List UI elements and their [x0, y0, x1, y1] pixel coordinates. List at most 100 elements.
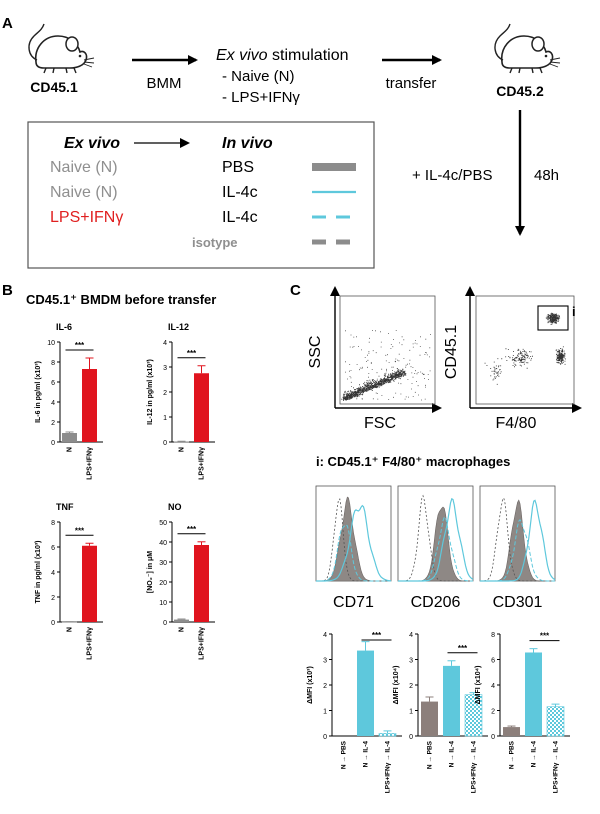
legend-exvivo-2: LPS+IFNγ [50, 209, 123, 226]
b-ytick-label-1-1: 1 [163, 415, 167, 422]
legend-col1-header: Ex vivo [64, 135, 120, 152]
stimulation-title-italic: Ex vivo [216, 47, 268, 64]
c-cat-0-1: N → IL-4 [363, 741, 370, 768]
b-cat-2-0: N [67, 627, 74, 632]
flow-plot-ssc-fsc: SSC FSC [307, 286, 442, 432]
legend-exvivo-0: Naive (N) [50, 159, 118, 176]
flow1-frame [339, 295, 436, 405]
b-ytick-label-1-3: 3 [163, 365, 167, 372]
c-ylabel-0: ΔMFI (x10³) [307, 666, 314, 704]
c-ylabel-1: ΔMFI (x10⁴) [393, 666, 400, 705]
b-chart-0: 0 2 4 6 8 10 IL-6 in pg/ml (x10³) N LPS+IFNγ *** [35, 340, 103, 480]
legend-box [27, 121, 375, 269]
c-ytick-label-2-2: 4 [491, 683, 495, 690]
b-ylabel-2: TNF in pg/ml (x10³) [35, 541, 42, 604]
c-ytick-label-2-4: 8 [491, 632, 495, 639]
legend-rows: Naive (N) PBS Naive (N) IL-4c LPS+IFNγ IL-4c i… [50, 159, 356, 250]
b-bar-0-1 [82, 369, 97, 442]
b-ytick-label-2-2: 4 [51, 570, 55, 577]
flow1-xlabel: FSC [364, 415, 396, 432]
histogram-0: CD71 [315, 485, 392, 611]
b-ytick-label-2-4: 8 [51, 520, 55, 527]
panel-c-bars: 0 1 2 3 4 ΔMFI (x10³) N → PBS N → IL-4 LPS+IFNγ … [307, 631, 570, 793]
c-ytick-label-2-0: 0 [491, 734, 495, 741]
b-chart-title-0: IL-6 [56, 322, 72, 332]
c-ytick-label-1-4: 4 [409, 632, 413, 639]
histogram-lps-2 [480, 518, 555, 582]
c-ylabel-2: ΔMFI (x10⁴) [475, 666, 482, 705]
panel-b: B CD45.1⁺ BMDM before transfer IL-6 0 2 4 6 8… [2, 282, 216, 660]
b-sig-2: *** [75, 526, 85, 535]
b-ytick-label-2-1: 2 [51, 595, 55, 602]
arrow-bmm-label: BMM [147, 75, 182, 92]
b-bar-2-0 [62, 621, 77, 623]
flow2-dot-cloud [484, 312, 566, 385]
b-ytick-label-2-0: 0 [51, 620, 55, 627]
histogram-1: CD206 [397, 485, 474, 611]
c-bar-2-0 [503, 727, 520, 736]
mouse-left-label: CD45.1 [30, 79, 78, 95]
c-ytick-label-1-3: 3 [409, 658, 413, 665]
histogram-2: CD301 [479, 485, 556, 611]
b-bar-1-1 [194, 373, 209, 442]
b-ytick-label-1-2: 2 [163, 390, 167, 397]
c-cat-0-2: LPS+IFNγ → IL-4 [385, 741, 392, 794]
b-ytick-label-3-4: 40 [159, 540, 167, 547]
flow2-gate-label: i [572, 304, 576, 319]
b-cat-0-1: LPS+IFNγ [87, 447, 94, 480]
stimulation-title: Ex vivo stimulation [216, 47, 349, 64]
b-ylabel-3: [NO₂⁻] in μM [147, 551, 154, 593]
c-cat-1-0: N → PBS [427, 740, 434, 769]
c-cat-0-0: N → PBS [341, 740, 348, 769]
histogram-lps-1 [398, 516, 473, 582]
b-chart-title-1: IL-12 [168, 322, 189, 332]
c-cat-2-2: LPS+IFNγ → IL-4 [553, 741, 560, 794]
c-chart-1: 0 1 2 3 4 ΔMFI (x10⁴) N → PBS N → IL-4 LPS+IFNγ … [393, 632, 488, 793]
b-chart-title-3: NO [168, 502, 182, 512]
legend-exvivo-1: Naive (N) [50, 184, 118, 201]
c-sig-0: *** [372, 631, 382, 640]
mouse-left-icon [28, 23, 95, 74]
b-chart-3: 0 10 20 30 40 50 [NO₂⁻] in μM N LPS+IFNγ *** [147, 520, 215, 660]
flow-plot-cd451-f480: i CD45.1 F4/80 [443, 286, 582, 432]
flow2-dots [484, 312, 566, 385]
b-cat-3-1: LPS+IFNγ [199, 627, 206, 660]
b-ytick-label-1-4: 4 [163, 340, 167, 347]
c-ytick-label-0-2: 2 [323, 683, 327, 690]
b-bar-0-0 [62, 433, 77, 442]
histogram-label-1: CD206 [411, 594, 461, 611]
b-sig-0: *** [75, 341, 85, 350]
c-sig-1: *** [458, 644, 468, 653]
mouse-right-icon [494, 23, 561, 74]
c-chart-0: 0 1 2 3 4 ΔMFI (x10³) N → PBS N → IL-4 LPS+IFNγ … [307, 631, 402, 793]
b-chart-1: 0 1 2 3 4 IL-12 in pg/ml (x10³) N LPS+IFNγ *** [147, 340, 215, 480]
b-ylabel-0: IL-6 in pg/ml (x10³) [35, 361, 42, 423]
c-ytick-label-0-3: 3 [323, 658, 327, 665]
stimulation-title-rest: stimulation [268, 47, 349, 64]
b-cat-3-0: N [179, 627, 186, 632]
panel-a: A CD45.1 BMM Ex vivo stimulation - Naive… [2, 15, 561, 269]
panel-a-label: A [2, 15, 13, 32]
b-ytick-label-0-2: 4 [51, 400, 55, 407]
b-ytick-label-3-1: 10 [159, 600, 167, 607]
b-bar-3-1 [194, 545, 209, 622]
b-ytick-label-3-5: 50 [159, 520, 167, 527]
panel-b-label: B [2, 282, 13, 299]
c-cat-2-1: N → IL-4 [531, 741, 538, 768]
histogram-label-2: CD301 [493, 594, 543, 611]
flow1-ylabel: SSC [307, 336, 324, 369]
c-bar-1-1 [443, 665, 460, 736]
c-bar-0-1 [357, 650, 374, 736]
c-ytick-label-2-3: 6 [491, 658, 495, 665]
flow2-ylabel: CD45.1 [443, 325, 460, 379]
c-ytick-label-2-1: 2 [491, 709, 495, 716]
legend-invivo-3: isotype [192, 235, 238, 250]
b-cat-2-1: LPS+IFNγ [87, 627, 94, 660]
treatment-label: + IL-4c/PBS [412, 167, 492, 184]
b-bar-1-0 [174, 441, 189, 443]
c-bar-2-1 [525, 652, 542, 736]
b-bar-2-1 [82, 545, 97, 622]
flow1-dots [341, 330, 431, 401]
